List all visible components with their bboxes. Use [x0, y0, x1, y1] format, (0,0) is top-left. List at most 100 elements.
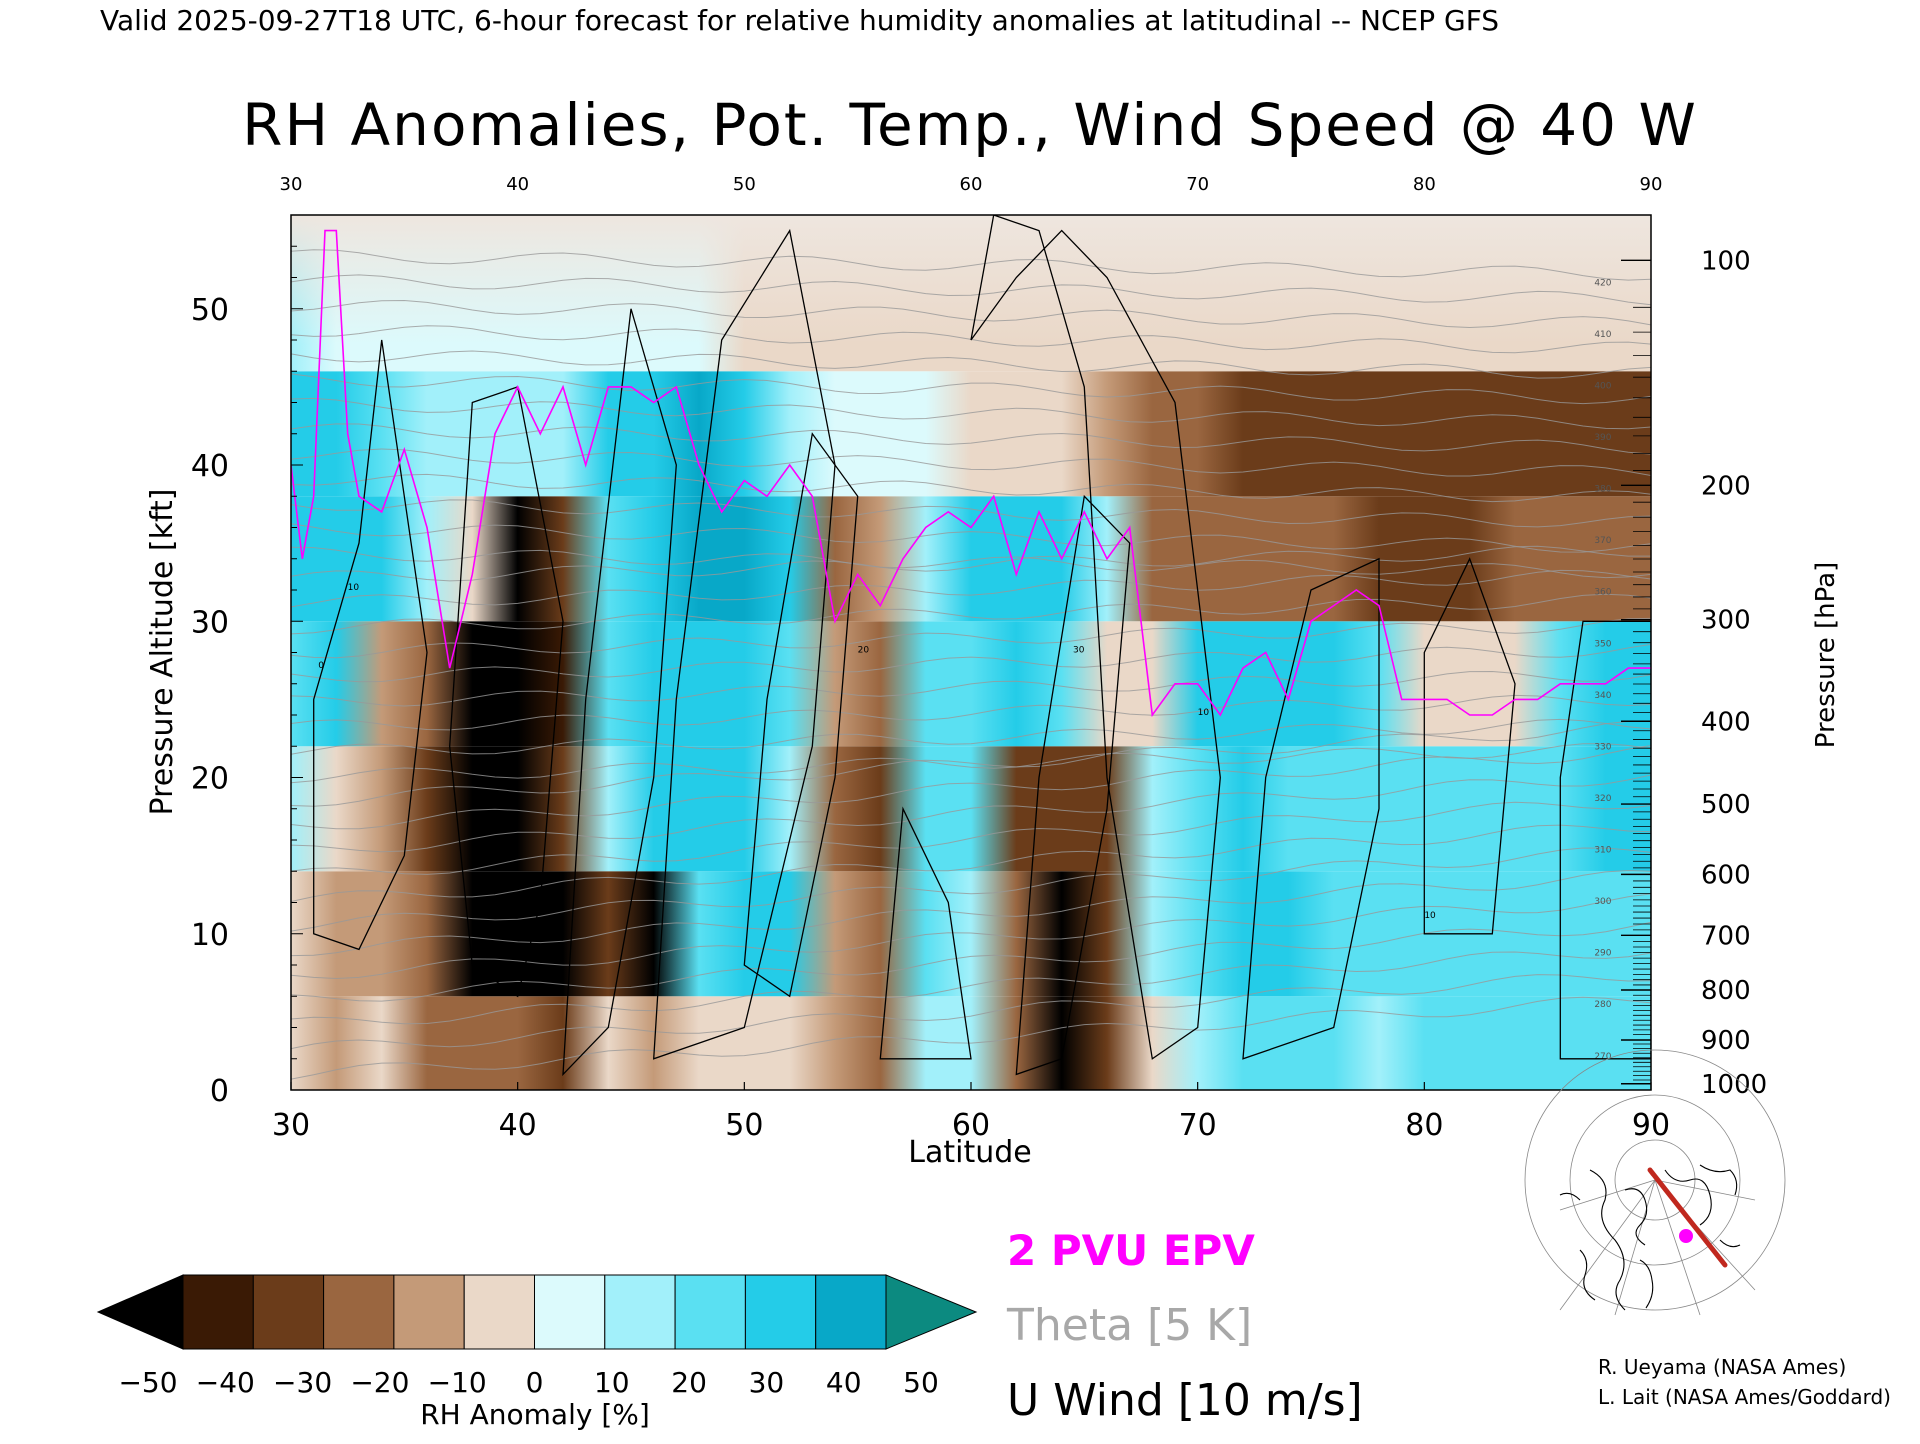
- x-tick-label-0: 30: [272, 1108, 310, 1143]
- theta-label-12: 390: [1594, 433, 1611, 443]
- wind-label-0: 0: [318, 661, 324, 671]
- wind-label-4: 20: [858, 646, 870, 656]
- theta-label-10: 370: [1594, 536, 1611, 546]
- u-wind-contours: 0 10 10 30 20 10: [313, 215, 1651, 1077]
- colorbar-tick-label-7: 20: [671, 1366, 707, 1399]
- colorbar-tick-label-1: −40: [196, 1366, 255, 1399]
- top-x-tick-label-2: 50: [733, 174, 756, 195]
- y-tick-label-3: 30: [191, 605, 229, 640]
- top-x-tick-label-4: 70: [1186, 174, 1209, 195]
- wind-contour-4: [743, 432, 859, 998]
- colorbar-box-2: [323, 1274, 395, 1350]
- pressure-tick-label-1: 200: [1701, 471, 1751, 501]
- y-tick-label-5: 50: [191, 293, 229, 328]
- y-tick-label-4: 40: [191, 449, 229, 484]
- pressure-tick-label-2: 300: [1701, 606, 1751, 636]
- stratosphere-shading: [291, 215, 1651, 345]
- valid-time-line: Valid 2025-09-27T18 UTC, 6-hour forecast…: [100, 4, 1499, 37]
- y-tick-label-0: 0: [210, 1074, 229, 1109]
- colorbar-box-1: [252, 1274, 325, 1350]
- theta-contour-27: [291, 397, 1651, 430]
- x-axis-label: Latitude: [908, 1135, 1031, 1170]
- y-axis-label-left: Pressure Altitude [kft]: [145, 489, 180, 816]
- theta-contour-23: [291, 499, 1651, 528]
- location-marker: [1679, 1229, 1693, 1243]
- theta-contour-29: [291, 350, 1651, 379]
- y-axis-label-right: Pressure [hPa]: [1811, 562, 1841, 749]
- y-axis-right-pressure: 100 200 300 400 500 600 700 800 900 1000: [1621, 246, 1767, 1100]
- theta-label-3: 300: [1594, 897, 1611, 907]
- theta-label-7: 340: [1594, 691, 1611, 701]
- theta-label-15: 420: [1594, 278, 1611, 288]
- theta-contour-18: [291, 593, 1651, 635]
- theta-contour-28: [291, 373, 1651, 405]
- colorbar-box-5: [534, 1274, 606, 1350]
- wind-contour-10: [1559, 620, 1651, 1060]
- theta-contour-24: [291, 473, 1651, 503]
- x-axis-top: 30 40 50 60 70 80 90: [280, 174, 1663, 195]
- theta-contour-2: [291, 951, 1651, 1025]
- credit-line-1: R. Ueyama (NASA Ames): [1598, 1355, 1846, 1379]
- pressure-tick-label-3: 400: [1701, 707, 1751, 737]
- colorbar-tick-label-5: 0: [526, 1366, 544, 1399]
- colorbar-tick-label-4: −10: [428, 1366, 487, 1399]
- theta-label-0: 270: [1594, 1052, 1611, 1062]
- wind-contour-6: [1015, 494, 1131, 1076]
- x-tick-label-2: 50: [725, 1108, 763, 1143]
- y-tick-label-1: 10: [191, 918, 229, 953]
- rh-band-4: [291, 496, 1651, 622]
- wind-contour-1: [449, 386, 564, 998]
- theta-contour-22: [291, 523, 1651, 553]
- wind-label-2: 10: [1198, 708, 1210, 718]
- theta-label-13: 400: [1594, 381, 1611, 391]
- theta-contour-25: [291, 448, 1651, 477]
- theta-contour-16: [291, 643, 1651, 683]
- theta-label-1: 280: [1594, 1000, 1611, 1010]
- colorbar-tick-label-9: 40: [826, 1366, 862, 1399]
- theta-contour-1: [291, 974, 1651, 1050]
- colorbar-box-4: [463, 1274, 536, 1350]
- theta-contour-31: [291, 299, 1651, 329]
- colorbar-box-0: [182, 1274, 254, 1350]
- wind-contour-2: [562, 308, 677, 1077]
- pressure-tick-label-7: 800: [1701, 976, 1751, 1006]
- rh-colorbar: −50 −40 −30 −20 −10 0 10 20 30 40 50: [96, 1274, 978, 1399]
- wind-label-5: 10: [1424, 911, 1436, 921]
- theta-contour-17: [291, 617, 1651, 659]
- colorbar-box-9: [815, 1274, 887, 1350]
- pressure-tick-label-9: 1000: [1701, 1070, 1767, 1100]
- colorbar-box-8: [744, 1274, 817, 1350]
- pressure-tick-label-4: 500: [1701, 790, 1751, 820]
- colorbar-label: RH Anomaly [%]: [420, 1398, 650, 1431]
- theta-label-8: 350: [1594, 639, 1611, 649]
- theta-contour-0: [291, 996, 1651, 1080]
- theta-contour-33: [291, 249, 1651, 281]
- x-tick-label-3: 60: [952, 1108, 990, 1143]
- colorbar-box-7: [674, 1274, 746, 1350]
- theta-contour-32: [291, 274, 1651, 306]
- wind-label-3: 30: [1073, 646, 1085, 656]
- colorbar-tick-label-10: 50: [903, 1366, 939, 1399]
- theta-contour-21: [291, 546, 1651, 579]
- y-tick-label-2: 20: [191, 762, 229, 797]
- top-x-tick-label-1: 40: [506, 174, 529, 195]
- top-x-tick-label-5: 80: [1413, 174, 1436, 195]
- colorbar-tick-label-0: −50: [118, 1366, 177, 1399]
- theta-label-9: 360: [1594, 588, 1611, 598]
- wind-label-1: 10: [348, 583, 360, 593]
- x-tick-label-1: 40: [499, 1108, 537, 1143]
- pressure-tick-label-5: 600: [1701, 860, 1751, 890]
- chart-title: RH Anomalies, Pot. Temp., Wind Speed @ 4…: [242, 91, 1698, 159]
- colorbar-low-arrow: [96, 1274, 184, 1350]
- theta-label-14: 410: [1594, 330, 1611, 340]
- theta-contour-20: [291, 545, 1651, 582]
- colorbar-box-6: [604, 1274, 676, 1350]
- cross-section-track: [1647, 1167, 1728, 1268]
- colorbar-tick-label-6: 10: [594, 1366, 630, 1399]
- theta-contour-26: [291, 423, 1651, 455]
- wind-contour-7: [970, 215, 1221, 1060]
- theta-label-4: 310: [1594, 846, 1611, 856]
- colorbar-tick-label-8: 30: [749, 1366, 785, 1399]
- colorbar-tick-label-3: −20: [350, 1366, 409, 1399]
